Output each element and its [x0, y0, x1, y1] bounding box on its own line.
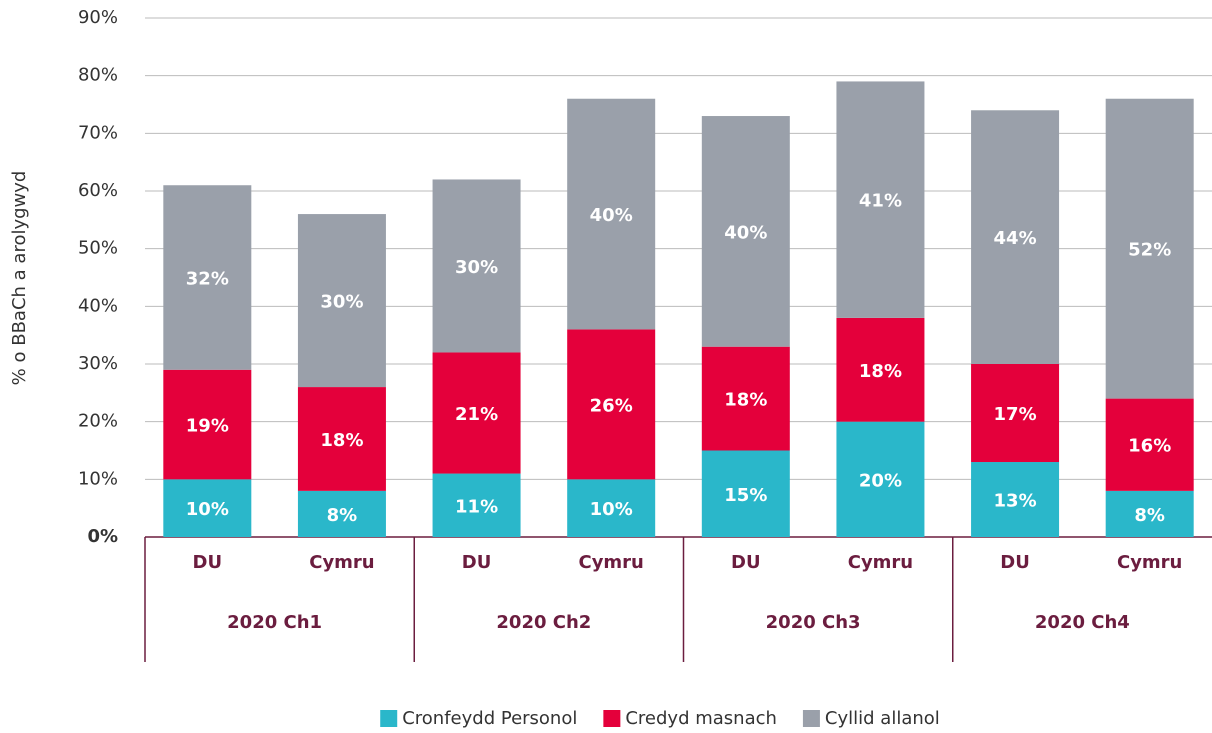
data-label: 20%: [859, 470, 902, 491]
data-label: 11%: [455, 496, 498, 517]
group-label: 2020 Ch4: [1035, 612, 1130, 633]
group-label: 2020 Ch1: [227, 612, 322, 633]
bar-segment: [297, 490, 386, 537]
bar-segment: [163, 479, 252, 537]
y-tick-label: 30%: [78, 353, 118, 374]
legend: Cronfeydd Personol Credyd masnach Cyllid a…: [380, 708, 940, 729]
bar-segment: [701, 450, 790, 537]
x-tick-label: Cymru: [578, 552, 643, 573]
y-tick-label: 0%: [87, 526, 118, 547]
y-tick-label: 90%: [78, 7, 118, 28]
legend-label: Cyllid allanol: [825, 708, 940, 729]
data-label: 17%: [994, 404, 1037, 425]
data-label: 30%: [455, 257, 498, 278]
x-tick-label: Cymru: [1117, 552, 1182, 573]
data-label: 19%: [186, 416, 229, 437]
group-label: 2020 Ch2: [496, 612, 591, 633]
bar-segment: [1105, 98, 1194, 399]
bar-segment: [567, 98, 656, 330]
data-label: 8%: [327, 505, 358, 526]
data-label: 30%: [320, 292, 363, 313]
data-label: 32%: [186, 269, 229, 290]
group-label: 2020 Ch3: [766, 612, 861, 633]
data-label: 16%: [1128, 436, 1171, 457]
bar-segment: [297, 214, 386, 388]
data-label: 10%: [186, 499, 229, 520]
y-tick-label: 80%: [78, 65, 118, 86]
bar-segment: [432, 352, 521, 474]
data-label: 44%: [994, 228, 1037, 249]
bar-segment: [836, 421, 925, 537]
bar-segment: [836, 81, 925, 318]
y-tick-label: 60%: [78, 180, 118, 201]
x-tick-label: Cymru: [848, 552, 913, 573]
data-label: 18%: [724, 390, 767, 411]
legend-swatch: [802, 710, 820, 727]
legend-label: Cronfeydd Personol: [402, 708, 577, 729]
bar-segment: [836, 317, 925, 422]
data-label: 52%: [1128, 240, 1171, 261]
data-label: 41%: [859, 191, 902, 212]
data-label: 15%: [724, 485, 767, 506]
bar-segment: [701, 346, 790, 451]
x-tick-label: Cymru: [309, 552, 374, 573]
legend-swatch: [603, 710, 621, 727]
data-label: 21%: [455, 404, 498, 425]
bar-segment: [971, 110, 1060, 365]
data-label: 8%: [1134, 505, 1165, 526]
data-label: 18%: [859, 361, 902, 382]
y-tick-label: 10%: [78, 468, 118, 489]
bar-segment: [567, 479, 656, 537]
data-label: 40%: [724, 222, 767, 243]
bar-segment: [971, 364, 1060, 463]
x-tick-label: DU: [1000, 552, 1030, 573]
data-label: 10%: [590, 499, 633, 520]
bar-segment: [971, 462, 1060, 537]
bar-segment: [432, 179, 521, 353]
x-tick-label: DU: [462, 552, 492, 573]
y-tick-label: 40%: [78, 295, 118, 316]
legend-swatch: [380, 710, 398, 727]
y-tick-label: 70%: [78, 122, 118, 143]
y-tick-label: 20%: [78, 411, 118, 432]
bar-segment: [163, 185, 252, 370]
bar-segment: [1105, 398, 1194, 491]
bar-segment: [1105, 490, 1194, 537]
legend-label: Credyd masnach: [625, 708, 777, 729]
y-axis-label: % o BBaCh a arolygwyd: [9, 171, 30, 386]
data-label: 18%: [320, 430, 363, 451]
bar-segment: [297, 387, 386, 491]
x-tick-label: DU: [731, 552, 761, 573]
data-label: 26%: [590, 395, 633, 416]
bar-segment: [701, 116, 790, 347]
bar-segment: [432, 473, 521, 537]
bar-segment: [567, 329, 656, 480]
bar-segment: [163, 369, 252, 480]
y-tick-label: 50%: [78, 238, 118, 259]
data-label: 40%: [590, 205, 633, 226]
x-tick-label: DU: [193, 552, 223, 573]
data-label: 13%: [994, 491, 1037, 512]
